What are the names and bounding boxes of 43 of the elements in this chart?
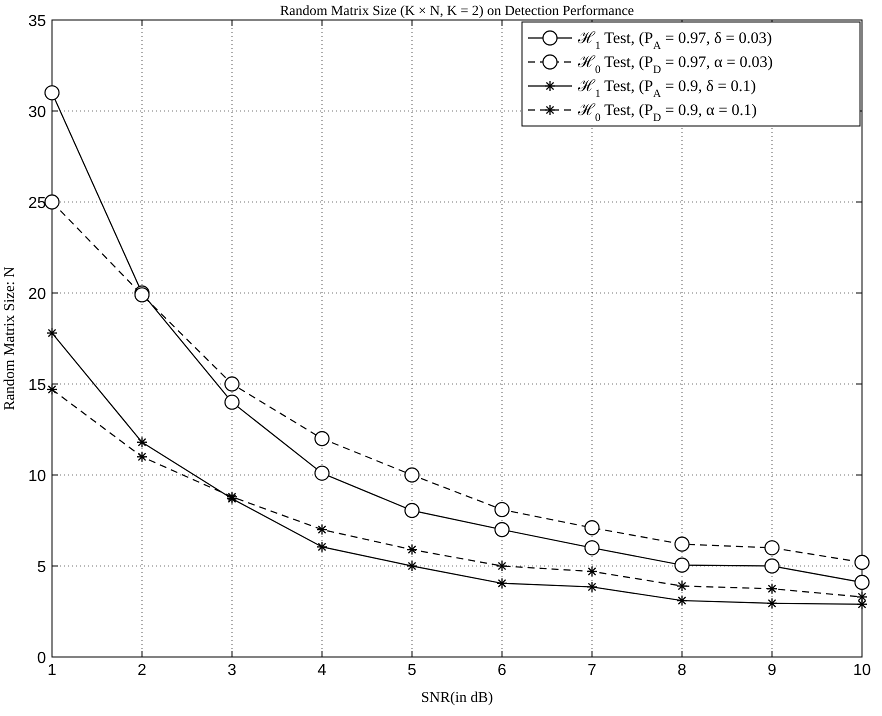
x-tick-label: 1 bbox=[48, 662, 57, 679]
y-axis-title: Random Matrix Size: N bbox=[2, 266, 18, 410]
legend-label: ℋ$_{0}$ Test, (P$_{D}$ = 0.97, α = 0.03) bbox=[577, 54, 773, 76]
point bbox=[224, 376, 240, 392]
point bbox=[764, 540, 780, 556]
x-tick-label: 5 bbox=[408, 662, 417, 679]
y-tick-label: 10 bbox=[28, 468, 46, 485]
x-tick-label: 7 bbox=[588, 662, 597, 679]
point bbox=[404, 502, 420, 518]
point bbox=[314, 431, 330, 446]
y-tick-label: 30 bbox=[28, 104, 46, 121]
x-tick-label: 10 bbox=[853, 662, 871, 679]
point bbox=[494, 522, 510, 538]
x-axis-title: SNR(in dB) bbox=[420, 690, 494, 706]
legend-label: ℋ$_{1}$ Test, (P$_{A}$ = 0.9, δ = 0.1) bbox=[577, 78, 756, 100]
x-tick-label: 4 bbox=[318, 662, 327, 679]
point bbox=[764, 558, 780, 574]
x-tick-label: 9 bbox=[768, 662, 777, 679]
point bbox=[674, 536, 690, 552]
y-tick-label: 25 bbox=[28, 195, 46, 212]
point bbox=[674, 557, 690, 573]
x-tick-label: 3 bbox=[228, 662, 237, 679]
x-tick-label: 2 bbox=[138, 662, 147, 679]
point bbox=[854, 574, 870, 590]
y-tick-label: 15 bbox=[28, 377, 46, 394]
y-tick-label: 35 bbox=[28, 13, 46, 30]
x-tick-label: 6 bbox=[498, 662, 507, 679]
y-tick-label: 5 bbox=[37, 559, 46, 576]
point bbox=[584, 540, 600, 556]
point bbox=[494, 502, 510, 518]
y-tick-label: 0 bbox=[37, 650, 46, 667]
legend-label: ℋ$_{1}$ Test, (P$_{A}$ = 0.97, δ = 0.03) bbox=[577, 30, 772, 52]
point bbox=[584, 520, 600, 536]
point bbox=[44, 85, 60, 100]
point bbox=[404, 467, 420, 483]
chart-title: Random Matrix Size (K × N, K = 2) on Detection Performance bbox=[280, 4, 634, 19]
x-tick-label: 8 bbox=[678, 662, 687, 679]
point bbox=[44, 194, 60, 210]
legend-label: ℋ$_{0}$ Test, (P$_{D}$ = 0.9, α = 0.1) bbox=[577, 102, 757, 124]
y-tick-label: 20 bbox=[28, 286, 46, 303]
point bbox=[854, 554, 870, 570]
point bbox=[224, 394, 240, 410]
point bbox=[314, 466, 330, 481]
